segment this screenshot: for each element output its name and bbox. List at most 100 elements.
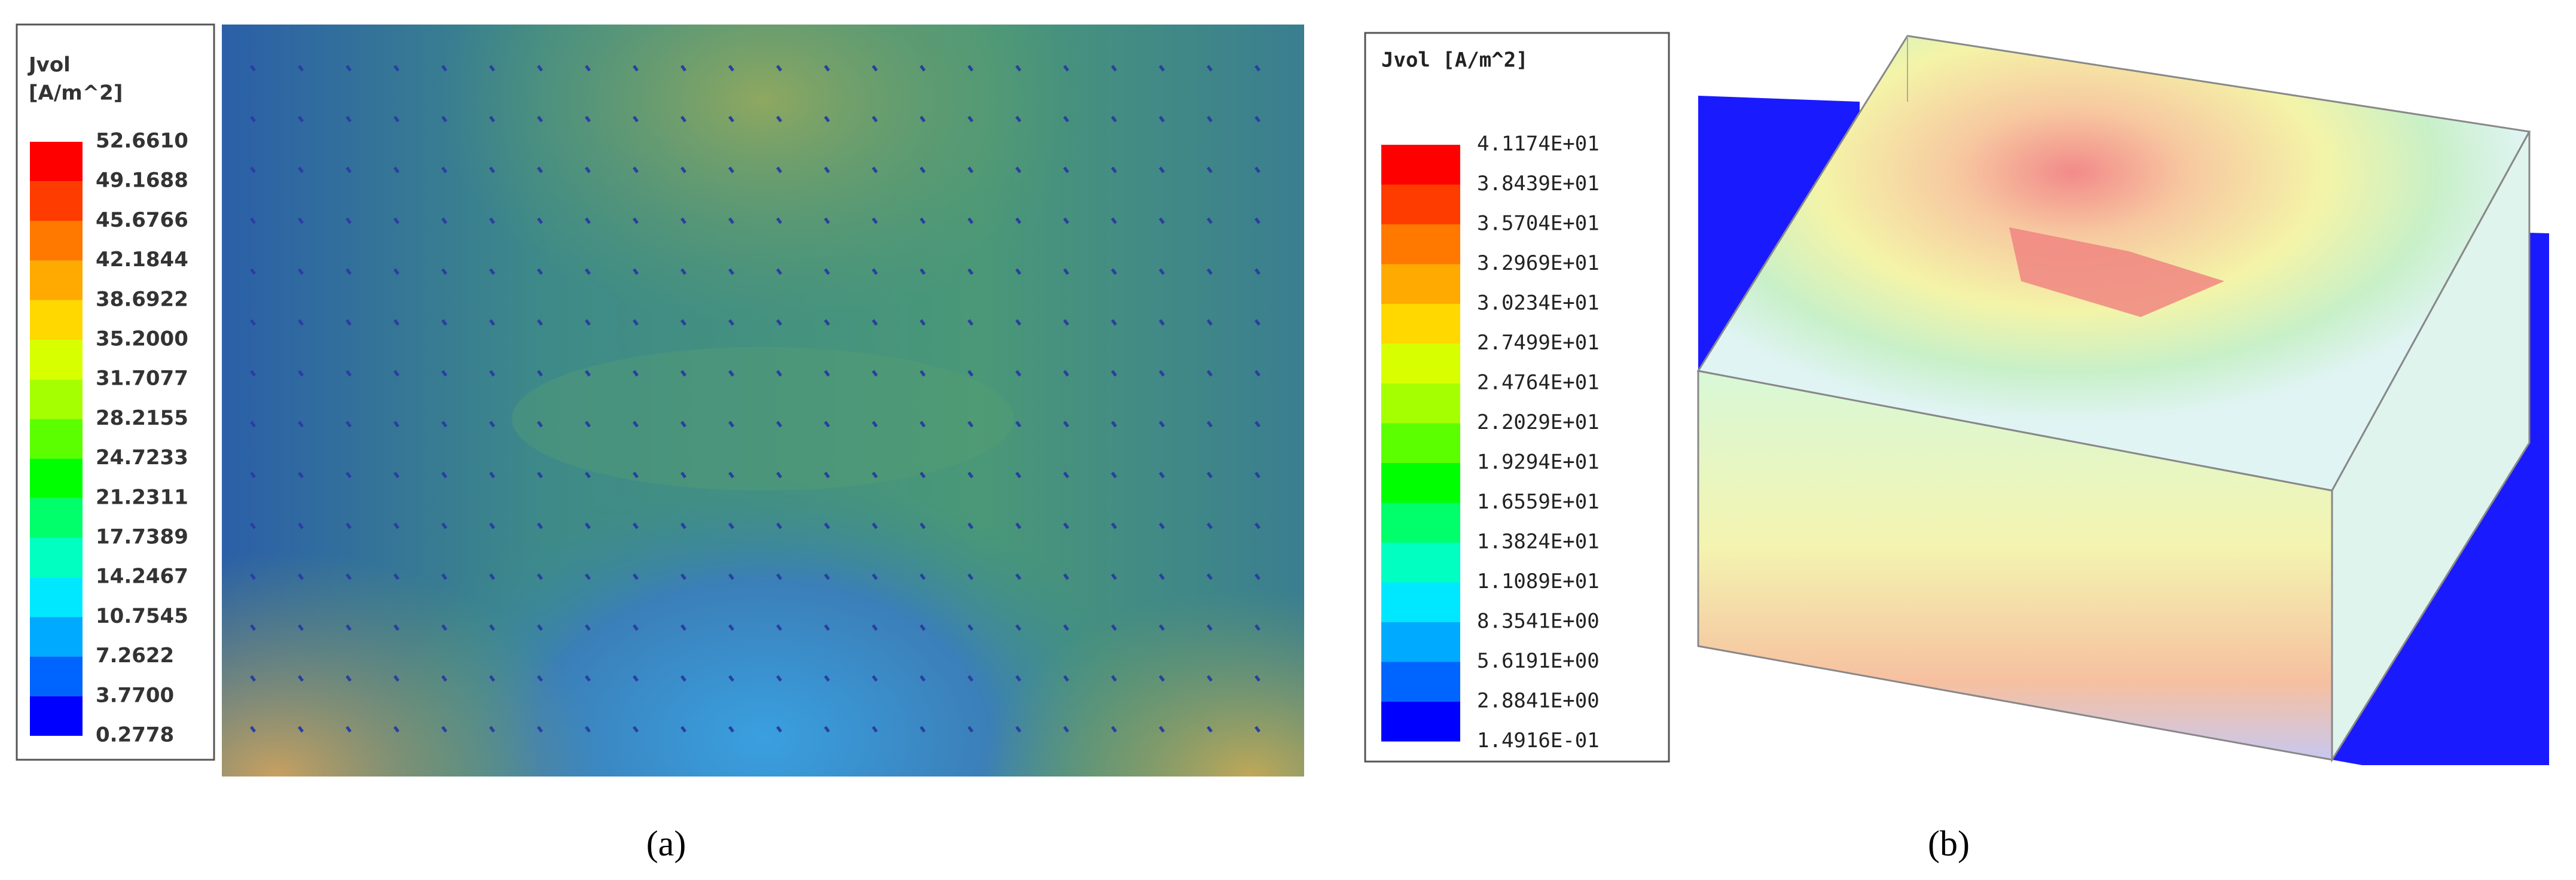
vector-arrow (537, 65, 543, 72)
vector-arrow (776, 268, 782, 275)
vector-arrow (967, 217, 973, 224)
vector-arrow (920, 675, 926, 682)
vector-arrow (776, 573, 782, 580)
legend-swatch (30, 656, 83, 696)
vector-arrow (633, 726, 639, 733)
legend-label: 1.4916E-01 (1477, 729, 1600, 753)
vector-arrow (1111, 675, 1117, 682)
vector-arrow (728, 522, 734, 529)
vector-arrow (537, 726, 543, 733)
vector-arrow (250, 522, 256, 529)
vector-arrow (680, 268, 686, 275)
vector-arrow (633, 675, 639, 682)
vector-arrow (1063, 471, 1069, 479)
vector-arrow (441, 319, 447, 326)
vector-arrow (298, 370, 304, 377)
vector-arrow (920, 726, 926, 733)
vector-arrow (920, 624, 926, 631)
vector-arrow (967, 573, 973, 580)
vector-arrow (1111, 522, 1117, 529)
vector-arrow (633, 624, 639, 631)
vector-arrow (1015, 65, 1021, 72)
legend-swatch (1381, 463, 1460, 503)
vector-arrow (1255, 624, 1260, 631)
vector-arrow (1207, 522, 1213, 529)
vector-arrow (1159, 65, 1165, 72)
vector-arrow (585, 471, 591, 479)
vector-arrow (489, 268, 495, 275)
vector-arrow (776, 624, 782, 631)
vector-arrow (250, 166, 256, 173)
vector-arrow (920, 268, 926, 275)
vector-arrow (1111, 166, 1117, 173)
legend-label: 8.3541E+00 (1477, 610, 1600, 634)
vector-arrow (489, 370, 495, 377)
legend-swatch (1381, 224, 1460, 264)
vector-arrow (250, 268, 256, 275)
vector-arrow (441, 522, 447, 529)
vector-arrow (776, 65, 782, 72)
legend-label: 4.1174E+01 (1477, 132, 1600, 156)
vector-arrow (250, 471, 256, 479)
vector-arrow (393, 522, 399, 529)
vector-arrow (585, 624, 591, 631)
vector-arrow (346, 217, 352, 224)
vector-arrow (728, 166, 734, 173)
vector-arrow (585, 522, 591, 529)
vector-arrow (776, 166, 782, 173)
vector-arrow (1063, 65, 1069, 72)
vector-arrow (250, 726, 256, 733)
vector-arrow (920, 471, 926, 479)
vector-arrow (824, 217, 830, 224)
vector-arrow (489, 217, 495, 224)
vector-arrow (920, 217, 926, 224)
vector-arrow (728, 726, 734, 733)
vector-arrow (1207, 65, 1213, 72)
legend-label: 45.6766 (96, 208, 188, 232)
vector-arrow (346, 65, 352, 72)
caption: (a) (646, 824, 686, 863)
legend-swatch (30, 577, 83, 617)
vector-arrow (298, 573, 304, 580)
vector-arrow (298, 65, 304, 72)
vector-arrow (872, 573, 878, 580)
legend-title: [A/m^2] (29, 81, 123, 105)
vector-arrow (441, 65, 447, 72)
vector-arrow (1015, 268, 1021, 275)
vector-arrow (824, 268, 830, 275)
vector-arrow (1063, 726, 1069, 733)
vector-arrow (824, 319, 830, 326)
vector-arrow (298, 319, 304, 326)
vector-arrow (967, 268, 973, 275)
legend-label: 1.6559E+01 (1477, 490, 1600, 514)
legend-swatch (1381, 622, 1460, 662)
caption: (b) (1928, 824, 1970, 863)
vector-arrow (1255, 115, 1260, 123)
vector-arrow (346, 573, 352, 580)
vector-arrow (776, 319, 782, 326)
vector-arrow (393, 675, 399, 682)
vector-arrow (489, 675, 495, 682)
legend-swatch (1381, 503, 1460, 543)
vector-arrow (1207, 319, 1213, 326)
vector-arrow (441, 675, 447, 682)
vector-arrow (872, 726, 878, 733)
vector-arrow (1015, 471, 1021, 479)
vector-arrow (1159, 217, 1165, 224)
vector-arrow (441, 370, 447, 377)
vector-arrow (824, 624, 830, 631)
legend-label: 2.7499E+01 (1477, 331, 1600, 355)
vector-arrow (250, 65, 256, 72)
vector-arrow (824, 115, 830, 123)
vector-arrow (1111, 115, 1117, 123)
vector-arrow (633, 421, 639, 428)
vector-arrow (967, 115, 973, 123)
vector-arrow (967, 319, 973, 326)
vector-arrow (250, 319, 256, 326)
vector-arrow (1111, 573, 1117, 580)
vector-arrow (585, 166, 591, 173)
vector-arrow (872, 421, 878, 428)
vector-arrow (393, 471, 399, 479)
vector-arrow (1255, 522, 1260, 529)
vector-arrow (967, 370, 973, 377)
